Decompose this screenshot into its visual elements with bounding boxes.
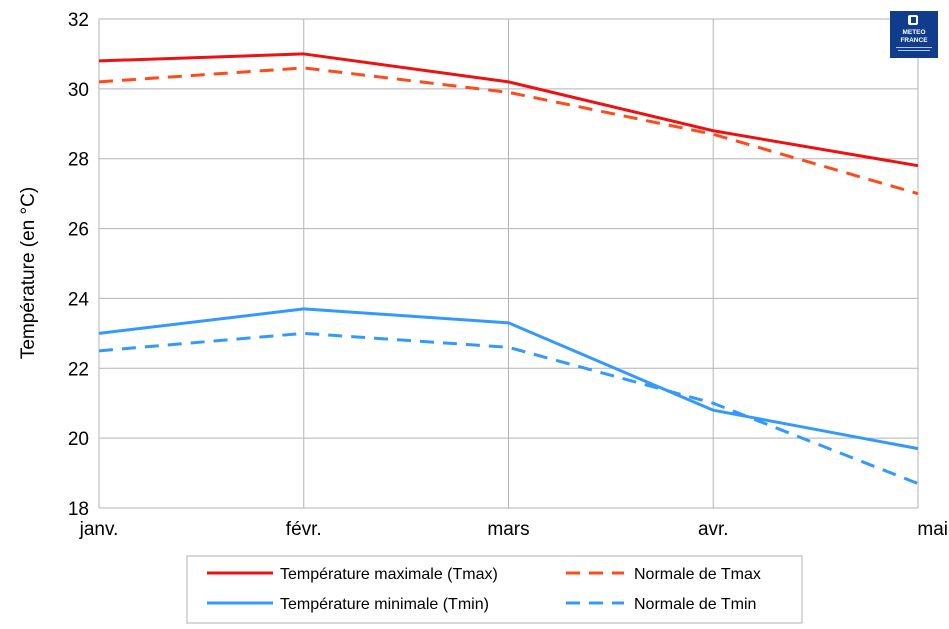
meteo-france-logo: METEO FRANCE <box>890 11 938 58</box>
y-tick-label: 28 <box>68 150 89 171</box>
legend: Température maximale (Tmax) Normale de Tm… <box>186 555 803 624</box>
y-tick-label: 26 <box>68 220 89 241</box>
series-line-0 <box>98 52 919 168</box>
y-tick-label: 18 <box>68 499 89 520</box>
y-tick-label: 32 <box>68 10 89 31</box>
legend-label-1: Normale de Tmax <box>634 566 761 583</box>
legend-label-0: Température maximale (Tmax) <box>280 566 498 583</box>
logo-line1: METEO <box>902 29 925 36</box>
logo-line2: FRANCE <box>900 37 928 44</box>
x-tick-label: janv. <box>79 519 119 540</box>
x-tick-label: mars <box>487 519 529 540</box>
x-axis-ticks: janv. févr. mars avr. mai <box>79 519 948 540</box>
legend-label-2: Température minimale (Tmin) <box>280 596 489 613</box>
legend-box <box>186 555 803 624</box>
x-tick-label: mai <box>917 519 948 540</box>
y-axis-ticks: 18 20 22 24 26 28 30 32 <box>68 10 90 520</box>
x-tick-label: févr. <box>286 519 322 540</box>
legend-label-3: Normale de Tmin <box>634 596 756 613</box>
y-axis-title: Température (en °C) <box>18 187 39 359</box>
y-tick-label: 30 <box>68 80 89 101</box>
x-tick-label: avr. <box>698 519 729 540</box>
series-line-1 <box>98 66 919 196</box>
series-line-2 <box>98 307 919 451</box>
series-lines <box>98 52 919 485</box>
grid-lines <box>98 18 919 509</box>
y-tick-label: 22 <box>68 359 89 380</box>
y-tick-label: 20 <box>68 429 89 450</box>
series-line-3 <box>98 331 919 485</box>
y-tick-label: 24 <box>68 289 90 310</box>
